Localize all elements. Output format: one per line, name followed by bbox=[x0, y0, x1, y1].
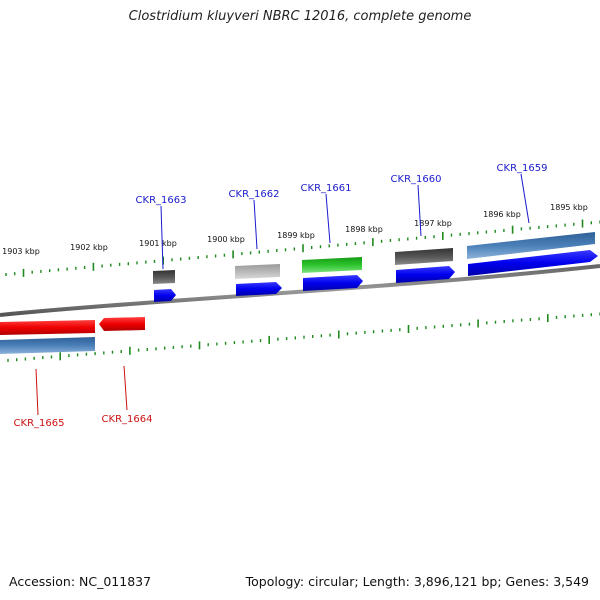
cds-arrow-ckr-1659[interactable] bbox=[468, 250, 598, 276]
lower-tick-track bbox=[7, 312, 600, 362]
tick-label: 1900 kbp bbox=[207, 235, 245, 244]
gene-label-ckr-1665[interactable]: CKR_1665 bbox=[14, 418, 65, 429]
gene-label-ckr-1660[interactable]: CKR_1660 bbox=[391, 174, 442, 185]
leader-line-ckr-1663 bbox=[160, 205, 164, 270]
forward-cds-track bbox=[154, 250, 598, 302]
cds-arrow-ckr-1661[interactable] bbox=[303, 275, 363, 291]
leader-line-ckr-1662 bbox=[253, 199, 258, 250]
cds-arrow-ckr-1662[interactable] bbox=[236, 282, 282, 296]
gene-label-ckr-1663[interactable]: CKR_1663 bbox=[136, 195, 187, 206]
reverse-cds-track bbox=[0, 317, 145, 335]
feature-block-ckr-1659[interactable] bbox=[467, 232, 595, 259]
tick-label: 1901 kbp bbox=[139, 239, 177, 248]
map-title: Clostridium kluyveri NBRC 12016, complet… bbox=[128, 9, 472, 24]
cds-arrow-ckr-1663[interactable] bbox=[154, 289, 176, 302]
tick-label: 1902 kbp bbox=[70, 243, 108, 252]
tick-label: 1903 kbp bbox=[2, 247, 40, 256]
upper-tick-track bbox=[5, 219, 600, 277]
tick-label: 1899 kbp bbox=[277, 231, 315, 240]
gene-label-ckr-1664[interactable]: CKR_1664 bbox=[102, 414, 153, 425]
forward-feature-track bbox=[153, 232, 595, 284]
genome-stats-text: Topology: circular; Length: 3,896,121 bp… bbox=[245, 574, 589, 589]
accession-text: Accession: NC_011837 bbox=[9, 574, 152, 589]
leader-line-ckr-1659 bbox=[520, 173, 530, 224]
genome-backbone bbox=[0, 264, 600, 317]
cds-arrow-ckr-1665[interactable] bbox=[0, 320, 95, 335]
leader-line-ckr-1661 bbox=[325, 193, 331, 244]
leader-line-ckr-1664 bbox=[123, 365, 128, 411]
forward-gene-labels: CKR_1663 CKR_1662 CKR_1661 CKR_1660 CKR_… bbox=[136, 163, 548, 270]
cds-arrow-ckr-1660[interactable] bbox=[396, 266, 455, 283]
leader-line-ckr-1660 bbox=[417, 184, 422, 237]
feature-block-ckr-1663[interactable] bbox=[153, 270, 175, 284]
feature-block-ckr-1661[interactable] bbox=[302, 257, 362, 273]
gene-label-ckr-1662[interactable]: CKR_1662 bbox=[229, 189, 280, 200]
gene-label-ckr-1661[interactable]: CKR_1661 bbox=[301, 183, 352, 194]
leader-line-ckr-1665 bbox=[35, 368, 39, 416]
reverse-gene-labels: CKR_1665 CKR_1664 bbox=[14, 365, 153, 429]
gene-label-ckr-1659[interactable]: CKR_1659 bbox=[497, 163, 548, 174]
feature-block-ckr-1662[interactable] bbox=[235, 264, 280, 279]
reverse-feature-track bbox=[0, 337, 95, 354]
tick-label: 1898 kbp bbox=[345, 225, 383, 234]
tick-label: 1896 kbp bbox=[483, 210, 521, 219]
tick-label: 1895 kbp bbox=[550, 203, 588, 212]
feature-block-ckr-1660[interactable] bbox=[395, 248, 453, 265]
tick-label-group: 1903 kbp 1902 kbp 1901 kbp 1900 kbp 1899 kbp… bbox=[2, 203, 588, 256]
cds-arrow-ckr-1664[interactable] bbox=[99, 317, 145, 331]
tick-label: 1897 kbp bbox=[414, 219, 452, 228]
feature-block-ckr-1665[interactable] bbox=[0, 337, 95, 354]
